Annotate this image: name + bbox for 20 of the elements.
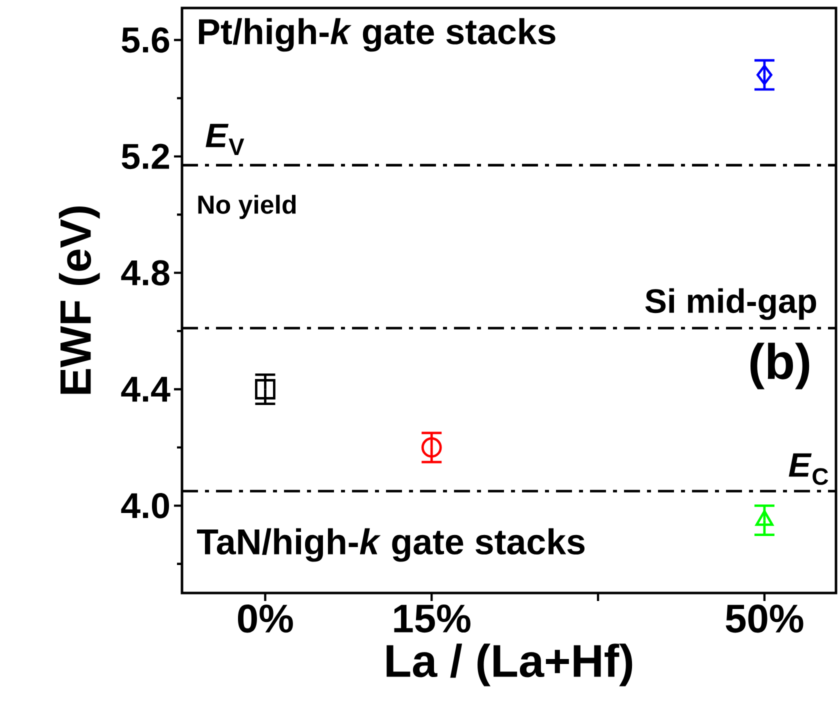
annotation: (b) [750,342,810,390]
annotation: TaN/high-k gate stacks [197,528,585,562]
point [421,437,442,458]
x-tick-label: 50% [726,604,804,633]
point [756,64,772,86]
point [255,379,276,400]
ref-line-label: E$_{V}$ [206,124,244,155]
x-tick-label: 15% [394,604,470,633]
ref-line-label: E$_{C}$ [788,453,828,485]
y-tick-label: 4.8 [121,260,170,286]
y-tick-label: 4.0 [121,492,170,518]
x-tick-label: 0% [238,604,293,633]
ref-line-label: Si mid-gap [645,288,816,320]
annotation: No yield [198,194,296,219]
y-axis-title: EWF (eV) [58,206,100,394]
x-axis-title: La / (La+Hf) [386,644,632,686]
y-tick-label: 5.6 [122,27,170,53]
annotation: Pt/high-k gate stacks [199,18,556,52]
y-tick-label: 5.2 [122,144,170,170]
y-tick-label: 4.4 [121,376,170,402]
